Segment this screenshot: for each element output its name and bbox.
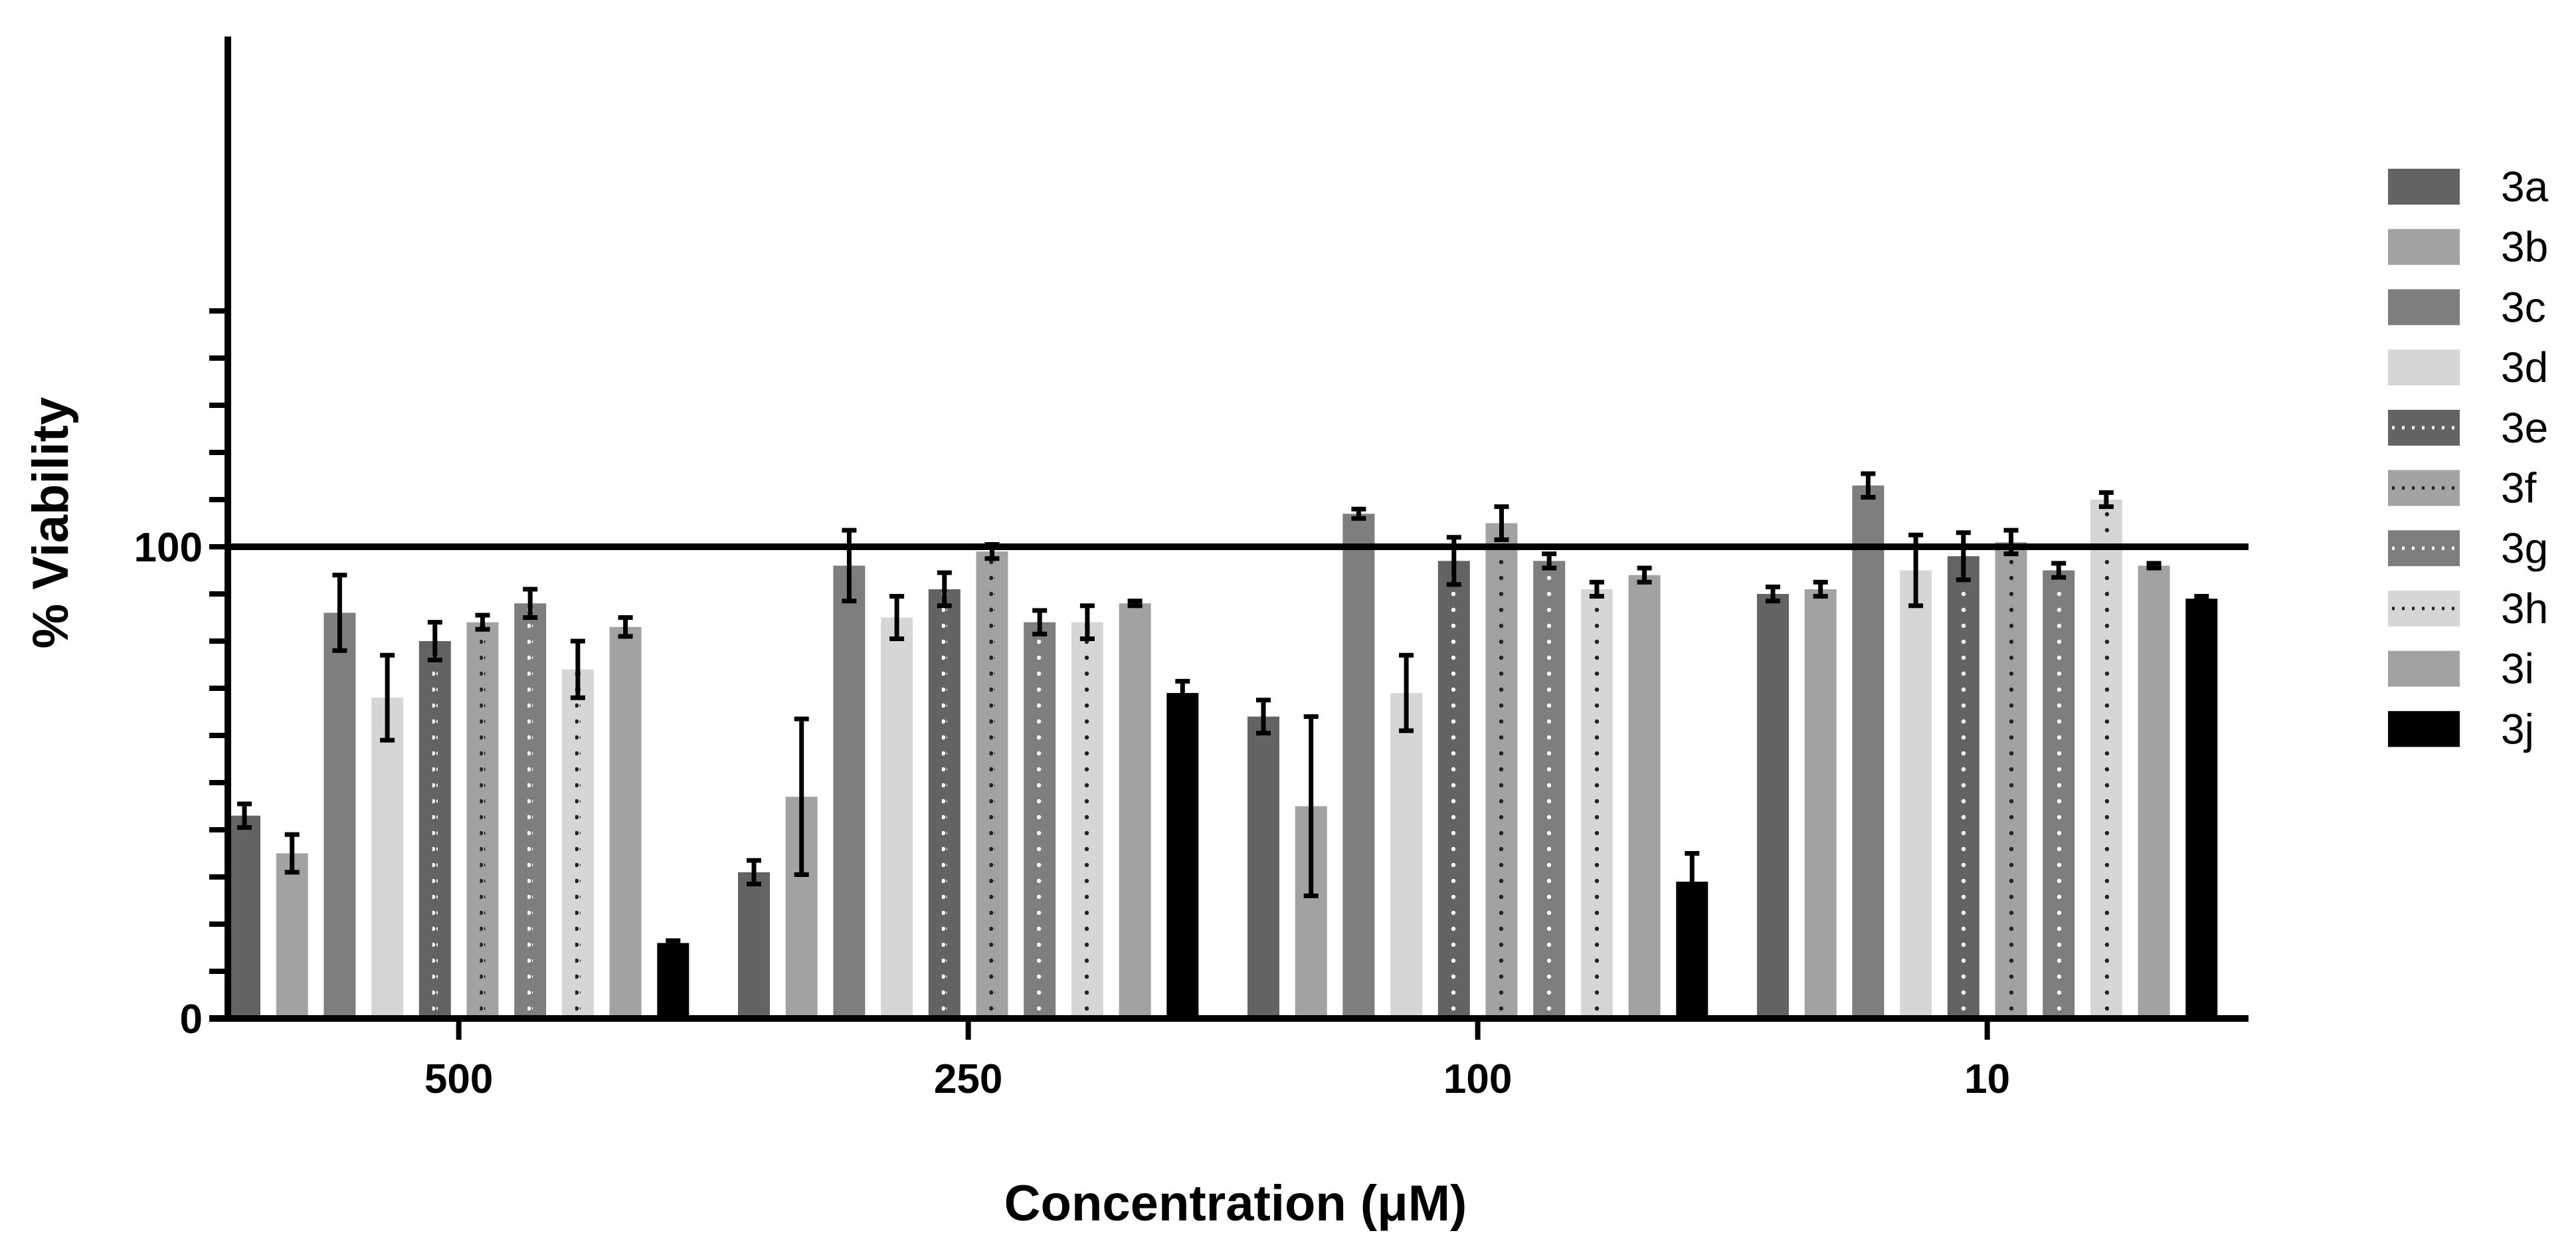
- bar-3j-500: [657, 943, 690, 1018]
- bar-pattern-3h-500: [575, 672, 581, 1018]
- bar-3a-500: [229, 815, 260, 1018]
- bar-3j-250: [1166, 693, 1199, 1018]
- bar-3d-10: [1900, 570, 1932, 1018]
- legend-swatch-3a: [2388, 169, 2460, 205]
- legend-label-3j: 3j: [2501, 705, 2534, 753]
- bar-pattern-3f-10: [2008, 544, 2014, 1018]
- bar-pattern-3g-500: [527, 606, 533, 1018]
- bar-pattern-3e-250: [941, 591, 947, 1018]
- bar-3a-10: [1757, 594, 1789, 1018]
- bar-3d-500: [371, 698, 404, 1018]
- x-tick-label-10: 10: [1964, 1056, 2010, 1102]
- bar-pattern-3g-100: [1546, 563, 1552, 1018]
- bar-3d-100: [1390, 693, 1423, 1018]
- legend-swatch-3j: [2388, 711, 2460, 747]
- legend-swatch-3b: [2388, 229, 2460, 265]
- plot-area: [229, 471, 2218, 1018]
- legend-swatch-3i: [2388, 650, 2460, 687]
- y-tick-label-100: 100: [134, 525, 203, 571]
- bar-pattern-3e-100: [1451, 563, 1457, 1018]
- bar-3c-100: [1342, 514, 1375, 1018]
- bar-pattern-3h-100: [1594, 591, 1600, 1018]
- legend-swatch-3c: [2388, 289, 2460, 326]
- legend-label-3h: 3h: [2501, 585, 2548, 632]
- legend-label-3i: 3i: [2501, 645, 2534, 693]
- bar-3c-10: [1852, 485, 1885, 1018]
- axes: 0 100 500 250 100 10: [134, 37, 2249, 1102]
- y-tick-label-0: 0: [180, 997, 203, 1042]
- bar-3i-10: [2138, 565, 2170, 1018]
- bar-3b-10: [1804, 589, 1837, 1018]
- bar-pattern-3h-250: [1084, 625, 1090, 1018]
- x-tick-label-100: 100: [1443, 1056, 1512, 1102]
- bar-pattern-3f-100: [1499, 526, 1505, 1018]
- legend-label-3e: 3e: [2501, 404, 2548, 452]
- bar-3i-100: [1628, 575, 1661, 1018]
- legend-swatch-3d: [2388, 349, 2460, 386]
- bar-3a-250: [738, 872, 770, 1018]
- bar-pattern-3g-250: [1037, 625, 1043, 1018]
- x-axis-title: Concentration (μM): [1004, 1175, 1467, 1232]
- bar-3i-250: [1119, 603, 1151, 1018]
- bar-pattern-3e-10: [1960, 559, 1966, 1018]
- legend-label-3g: 3g: [2501, 524, 2548, 572]
- bar-3c-250: [833, 565, 866, 1018]
- x-tick-label-250: 250: [934, 1056, 1002, 1102]
- legend-label-3b: 3b: [2501, 223, 2548, 271]
- legend-label-3c: 3c: [2501, 283, 2546, 331]
- bar-pattern-3f-500: [480, 625, 486, 1018]
- bar-3b-500: [276, 853, 308, 1018]
- bar-3i-500: [609, 626, 642, 1018]
- legend-label-3d: 3d: [2501, 343, 2548, 391]
- x-tick-label-500: 500: [424, 1056, 493, 1102]
- bar-pattern-3g-10: [2056, 573, 2062, 1018]
- bar-3a-100: [1247, 716, 1279, 1018]
- legend: 3a 3b 3c 3d 3e 3f 3g 3h 3i 3j: [2388, 163, 2549, 753]
- y-axis-title: % Viability: [23, 397, 79, 649]
- bar-3c-500: [323, 613, 356, 1018]
- bar-pattern-3e-500: [432, 644, 438, 1018]
- legend-label-3a: 3a: [2501, 163, 2549, 211]
- legend-label-3f: 3f: [2501, 464, 2537, 512]
- bar-3d-250: [881, 617, 913, 1018]
- bar-pattern-3h-10: [2103, 502, 2109, 1018]
- bar-pattern-3f-250: [989, 554, 995, 1018]
- bar-3j-10: [2185, 599, 2218, 1018]
